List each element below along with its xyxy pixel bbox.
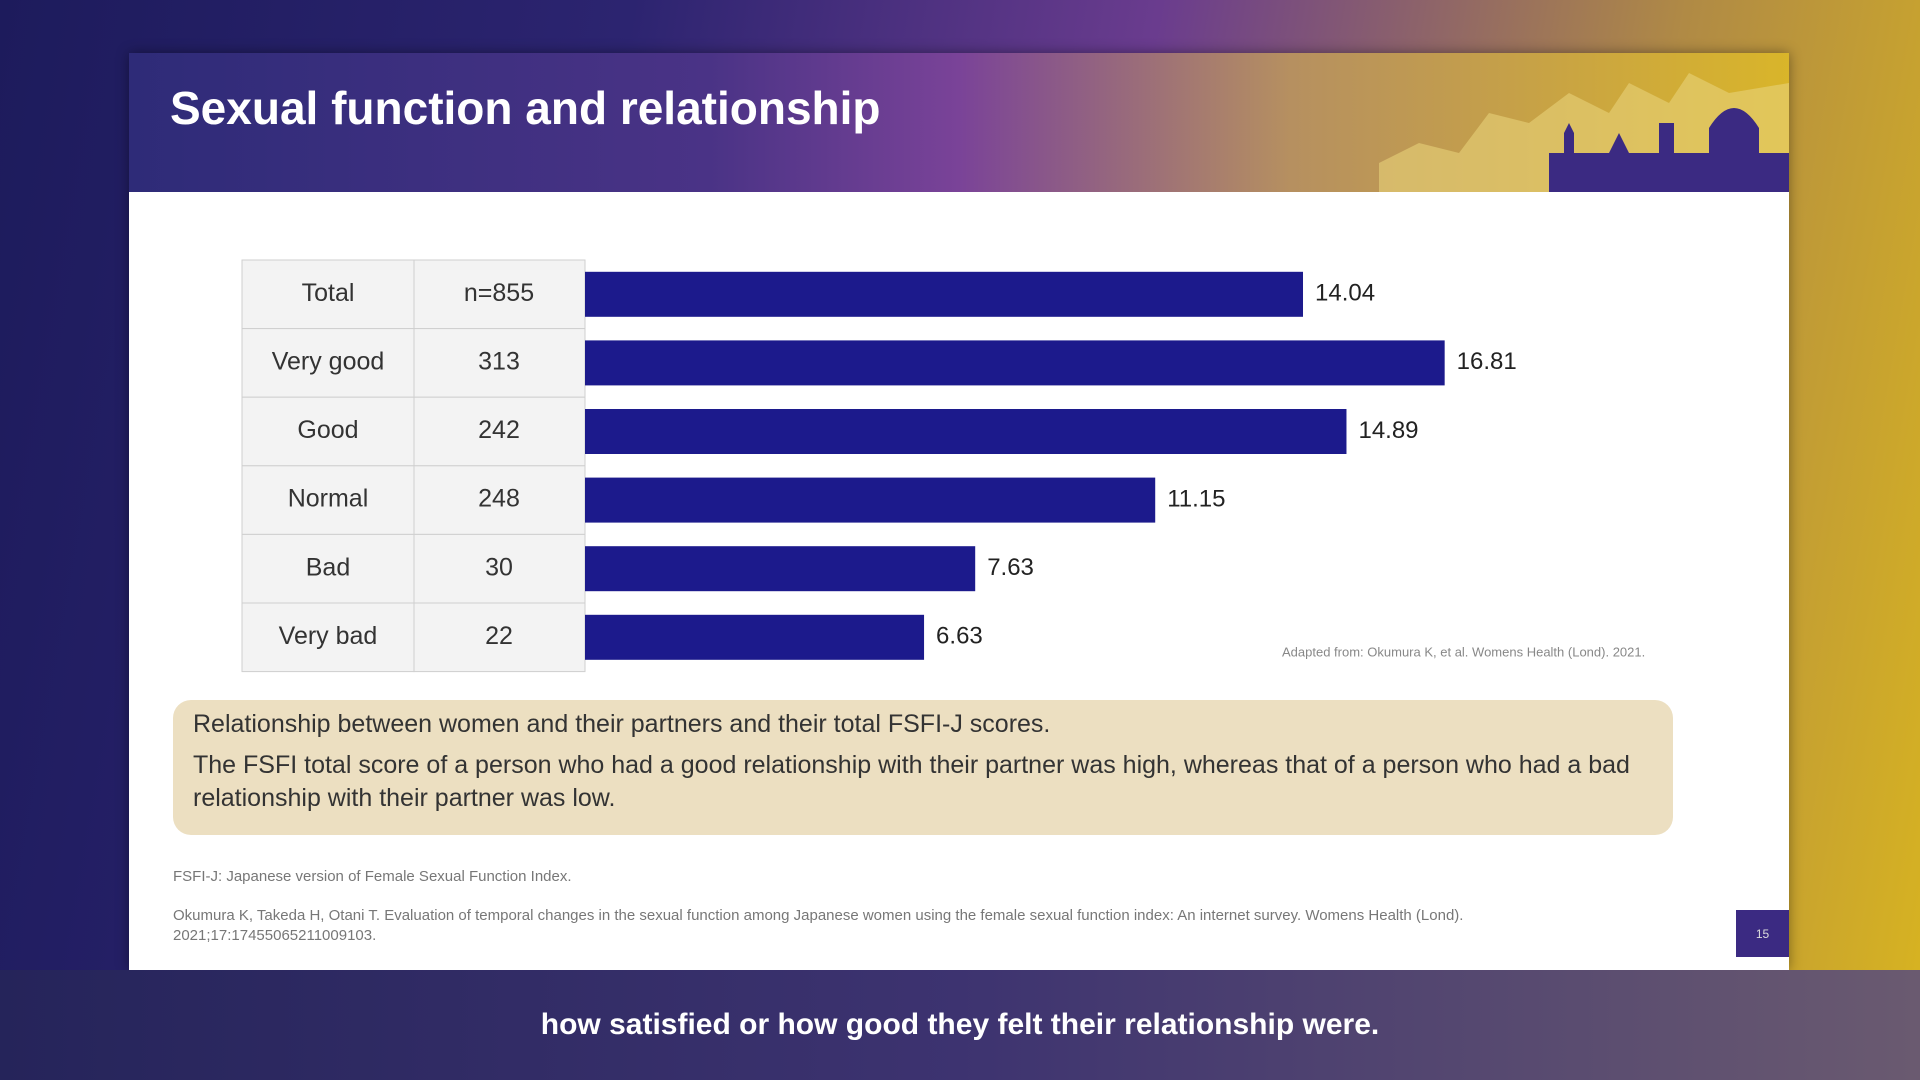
bar xyxy=(585,271,1304,317)
bar xyxy=(585,409,1347,454)
slide-header: Sexual function and relationship xyxy=(129,53,1789,192)
bar xyxy=(585,546,976,592)
value-label: 14.89 xyxy=(1358,417,1418,444)
value-label: 6.63 xyxy=(936,623,983,650)
category-label: Total xyxy=(302,279,355,307)
caption: how satisfied or how good they felt thei… xyxy=(540,1008,1380,1041)
callout-line: Relationship between women and their par… xyxy=(193,710,1051,738)
source-note: Adapted from: Okumura K, et al. Womens H… xyxy=(1282,644,1645,659)
reference: Okumura K, Takeda H, Otani T. Evaluation… xyxy=(173,907,1464,944)
count-label: 22 xyxy=(485,622,513,650)
table-cell xyxy=(241,259,415,330)
page-number: 15 xyxy=(1736,910,1789,957)
category-label: Very good xyxy=(272,348,385,376)
bar xyxy=(585,614,925,660)
value-label: 14.04 xyxy=(1315,280,1375,307)
slide-title: Sexual function and relationship xyxy=(170,82,881,134)
table-cell xyxy=(413,396,586,467)
category-label: Good xyxy=(297,416,358,444)
category-label: Bad xyxy=(306,553,350,581)
caption-bar xyxy=(0,970,1920,1080)
table-cell xyxy=(241,465,415,535)
bar xyxy=(585,477,1156,523)
count-label: 30 xyxy=(485,553,513,581)
table-cell xyxy=(241,396,415,467)
bar xyxy=(585,340,1445,386)
table-cell xyxy=(241,328,415,398)
table-cell xyxy=(241,602,415,673)
category-label: Normal xyxy=(288,485,369,513)
count-label: 242 xyxy=(478,416,520,444)
callout: Relationship between women and their par… xyxy=(173,700,1673,835)
table-cell xyxy=(413,328,586,398)
value-label: 7.63 xyxy=(987,554,1034,581)
skyline xyxy=(1379,73,1789,192)
footnote: FSFI-J: Japanese version of Female Sexua… xyxy=(173,868,572,885)
category-label: Very bad xyxy=(279,622,378,650)
value-label: 16.81 xyxy=(1457,348,1517,375)
count-label: 313 xyxy=(478,348,520,376)
table-cell xyxy=(413,533,586,604)
count-label: n=855 xyxy=(464,279,534,307)
callout-line: The FSFI total score of a person who had… xyxy=(193,751,1630,812)
count-label: 248 xyxy=(478,485,520,513)
value-label: 11.15 xyxy=(1167,485,1225,512)
